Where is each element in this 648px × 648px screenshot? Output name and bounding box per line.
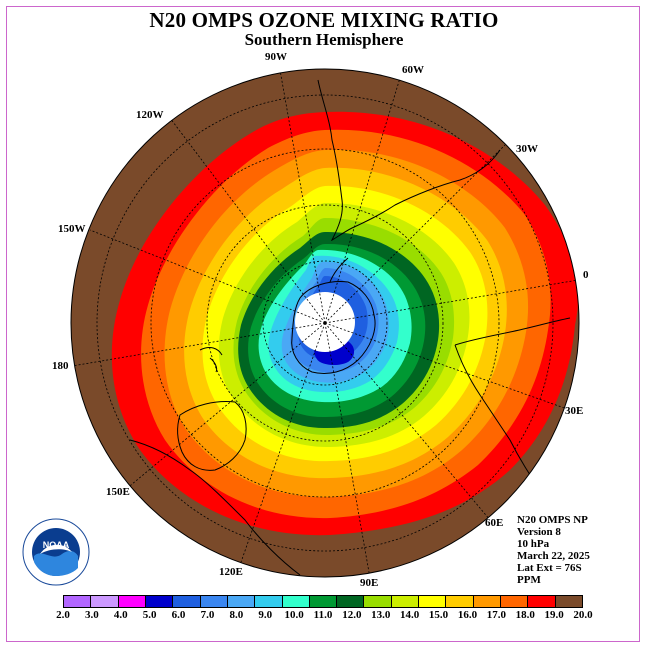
colorbar-swatch xyxy=(227,596,256,607)
info-version: Version 8 xyxy=(517,526,561,538)
colorbar-swatch xyxy=(337,596,365,607)
colorbar-swatch xyxy=(173,596,201,607)
colorbar-swatch xyxy=(282,596,310,607)
colorbar-tick-label: 3.0 xyxy=(85,609,99,621)
colorbar-swatch xyxy=(255,596,283,607)
colorbar-tick-label: 5.0 xyxy=(142,609,157,621)
info-units: PPM xyxy=(517,574,541,586)
lon-label-90e: 90E xyxy=(360,577,379,589)
info-block: N20 OMPS NP Version 8 10 hPa March 22, 2… xyxy=(517,514,590,586)
colorbar-tick-labels: 2.0 3.0 4.0 5.0 6.0 7.0 8.0 9.0 10.0 11.0 12.0 13.0… xyxy=(0,609,648,623)
colorbar-tick-label: 18.0 xyxy=(515,609,535,621)
coastline-antarctic-peninsula xyxy=(329,257,349,283)
lon-label-120w: 120W xyxy=(136,109,164,121)
colorbar-tick-label: 9.0 xyxy=(258,609,273,621)
colorbar-tick-label: 12.0 xyxy=(342,609,362,621)
colorbar xyxy=(63,595,583,608)
coastline-new-zealand xyxy=(199,347,223,373)
colorbar-tick-label: 10.0 xyxy=(284,609,304,621)
graticule xyxy=(71,69,579,577)
colorbar-swatch xyxy=(145,596,174,607)
colorbar-tick-label: 4.0 xyxy=(113,609,128,621)
lon-label-30w: 30W xyxy=(516,143,538,155)
colorbar-swatch xyxy=(200,596,228,607)
info-pressure-level: 10 hPa xyxy=(517,538,550,550)
colorbar-swatch xyxy=(391,596,420,607)
coastline-australia xyxy=(177,401,247,471)
figure-title: N20 OMPS OZONE MIXING RATIO xyxy=(149,8,499,32)
coastline-africa xyxy=(454,317,571,491)
coastline-south-america xyxy=(317,79,501,242)
colorbar-swatch xyxy=(446,596,474,607)
lon-label-120e: 120E xyxy=(219,566,243,578)
colorbar-tick-label: 17.0 xyxy=(486,609,506,621)
lon-label-150w: 150W xyxy=(58,223,86,235)
lon-label-60w: 60W xyxy=(402,64,424,76)
colorbar-tick-label: 13.0 xyxy=(371,609,391,621)
colorbar-swatch xyxy=(501,596,529,607)
lon-label-150e: 150E xyxy=(106,486,130,498)
colorbar-swatch xyxy=(555,596,582,607)
colorbar-tick-label: 11.0 xyxy=(313,609,333,621)
colorbar-tick-label: 8.0 xyxy=(229,609,244,621)
lon-label-90w: 90W xyxy=(265,51,287,63)
colorbar-swatch xyxy=(473,596,501,607)
colorbar-tick-label: 2.0 xyxy=(56,609,70,621)
colorbar-swatch xyxy=(364,596,392,607)
coastline-antarctica xyxy=(291,281,376,374)
colorbar-swatch xyxy=(64,596,92,607)
colorbar-swatch xyxy=(528,596,556,607)
lon-label-180: 180 xyxy=(52,360,69,372)
lon-label-0: 0 xyxy=(583,269,589,281)
noaa-logo-icon: NOAA xyxy=(22,518,90,586)
colorbar-tick-label: 20.0 xyxy=(573,609,593,621)
colorbar-tick-label: 7.0 xyxy=(200,609,215,621)
map-border xyxy=(70,68,580,578)
coastlines xyxy=(129,79,571,576)
coastline-indonesia xyxy=(129,439,301,576)
info-date: March 22, 2025 xyxy=(517,550,590,562)
colorbar-tick-label: 16.0 xyxy=(457,609,478,621)
figure-subtitle: Southern Hemisphere xyxy=(244,30,404,49)
lon-label-30e: 30E xyxy=(565,405,584,417)
colorbar-tick-label: 6.0 xyxy=(171,609,186,621)
info-satellite: N20 OMPS NP xyxy=(517,514,588,526)
noaa-logo-text: NOAA xyxy=(43,540,70,550)
colorbar-tick-label: 15.0 xyxy=(428,609,449,621)
colorbar-swatch xyxy=(419,596,447,607)
figure-frame xyxy=(6,6,640,642)
colorbar-swatch xyxy=(309,596,338,607)
colorbar-tick-label: 19.0 xyxy=(544,609,564,621)
colorbar-tick-label: 14.0 xyxy=(400,609,420,621)
info-lat-extent: Lat Ext = 76S xyxy=(517,562,582,574)
colorbar-swatch xyxy=(91,596,119,607)
lon-label-60e: 60E xyxy=(485,517,504,529)
colorbar-swatch xyxy=(118,596,146,607)
